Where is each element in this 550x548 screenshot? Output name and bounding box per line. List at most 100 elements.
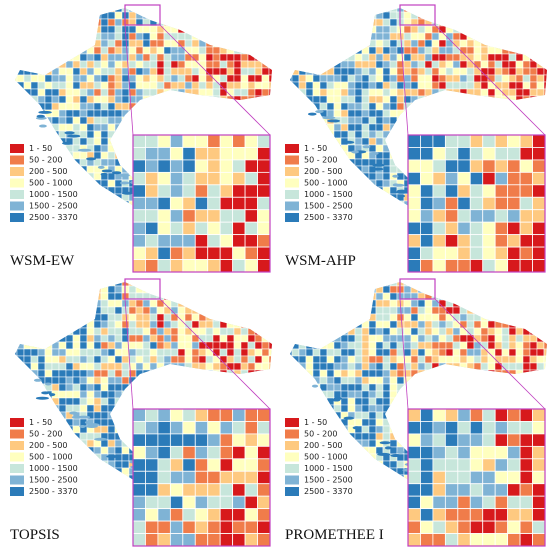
municipality [396,235,405,244]
municipality [319,53,328,62]
municipality [100,207,109,216]
municipality [382,109,391,118]
municipality [51,516,60,524]
municipality [347,95,356,104]
municipality [156,320,165,329]
municipality [354,249,363,250]
municipality [529,282,538,287]
municipality [445,74,454,83]
municipality [305,320,314,329]
municipality [354,186,363,195]
municipality [326,282,335,287]
municipality [219,369,228,378]
municipality [261,116,270,125]
municipality [219,390,228,399]
municipality [107,282,116,287]
municipality [375,60,384,69]
municipality [480,285,489,294]
municipality [340,18,349,27]
municipality [382,137,391,146]
inset-municipality [157,196,171,211]
municipality [156,88,165,97]
municipality [128,11,137,20]
inset-municipality [420,159,434,173]
municipality [501,32,510,41]
municipality [305,235,314,244]
municipality [410,8,419,13]
municipality [128,306,137,315]
municipality [212,53,221,62]
inset-municipality [182,470,196,485]
municipality [37,495,46,504]
municipality [268,362,272,371]
municipality [312,116,321,125]
municipality [191,397,200,406]
municipality [58,25,67,34]
municipality [65,282,74,287]
municipality [226,60,235,69]
municipality [403,46,412,55]
municipality [79,292,88,301]
municipality [333,25,342,34]
inset-municipality [232,421,246,435]
inset-municipality [182,433,196,447]
municipality [543,285,547,294]
island [112,171,122,175]
municipality [100,179,109,188]
municipality [114,502,123,511]
inset-map [132,134,271,273]
municipality [529,60,538,69]
municipality [86,88,95,97]
municipality [438,88,447,97]
municipality [333,88,342,97]
municipality [121,88,130,97]
municipality [44,282,53,287]
municipality [396,313,405,322]
municipality [459,109,468,118]
municipality [361,249,370,250]
municipality [86,116,95,125]
municipality [37,221,46,230]
municipality [72,137,81,146]
municipality [466,46,475,55]
inset-municipality [169,196,184,211]
municipality [86,299,95,308]
municipality [522,39,531,48]
municipality [268,306,272,315]
municipality [501,81,510,90]
municipality [100,158,109,167]
municipality [100,355,109,364]
municipality [417,285,426,294]
municipality [333,334,342,343]
municipality [501,25,510,34]
inset-municipality [132,495,146,510]
municipality [536,299,545,308]
municipality [291,235,300,244]
municipality [424,306,433,315]
municipality [205,334,214,343]
inset-municipality [457,221,471,236]
municipality [452,46,461,55]
municipality [114,355,123,364]
municipality [375,306,384,315]
zoom-line [159,24,271,136]
municipality [114,11,123,20]
municipality [212,109,221,118]
municipality [100,376,109,385]
municipality [114,495,123,504]
municipality [37,235,46,244]
island [79,424,86,428]
municipality [333,144,342,153]
municipality [121,74,130,83]
municipality [16,95,25,104]
inset-municipality [420,246,434,260]
inset-municipality [207,408,221,422]
municipality [156,334,165,343]
municipality [184,313,193,322]
municipality [16,282,25,287]
municipality [403,67,412,76]
municipality [466,292,475,301]
municipality [72,320,81,329]
municipality [375,116,384,125]
municipality [93,397,102,406]
